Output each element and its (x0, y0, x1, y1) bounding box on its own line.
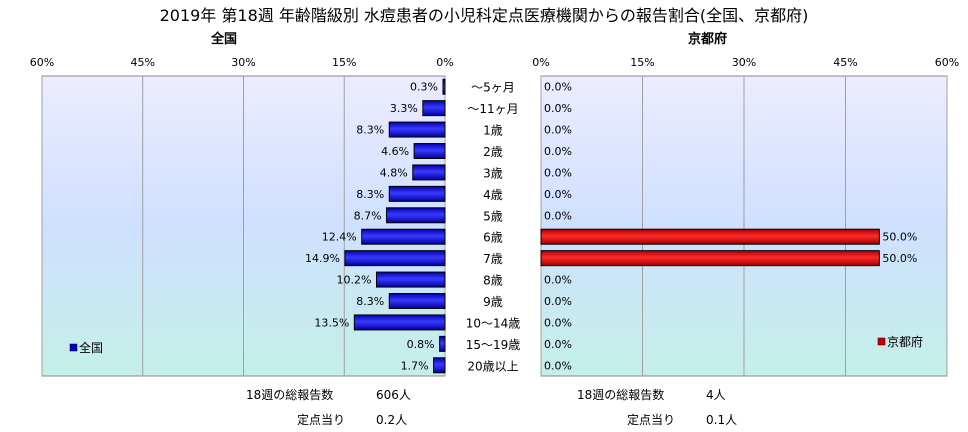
kyoto-data-label: 0.0% (544, 338, 572, 351)
national-data-label: 1.7% (401, 359, 429, 372)
category-label: 9歳 (483, 295, 503, 309)
national-data-label: 4.6% (381, 145, 409, 158)
national-bar (388, 185, 446, 202)
category-label: 20歳以上 (467, 359, 518, 373)
national-tick-label: 30% (231, 56, 255, 69)
kyoto-data-label: 50.0% (882, 231, 917, 244)
national-data-label: 0.8% (407, 338, 435, 351)
category-label: ～11ヶ月 (467, 102, 518, 116)
kyoto-total-value: 4人 (706, 388, 726, 402)
kyoto-data-label: 50.0% (882, 252, 917, 265)
kyoto-tick-label: 30% (732, 56, 756, 69)
national-bar (353, 314, 446, 331)
kyoto-legend-label: 京都府 (887, 334, 923, 349)
kyoto-data-label: 0.0% (544, 359, 572, 372)
kyoto-per-label: 定点当り (627, 413, 676, 427)
national-data-label: 14.9% (305, 252, 340, 265)
kyoto-data-label: 0.0% (544, 295, 572, 308)
kyoto-tick-label: 60% (935, 56, 959, 69)
kyoto-tick-label: 45% (833, 56, 857, 69)
kyoto-legend-swatch (877, 337, 886, 346)
national-bar (433, 357, 446, 374)
national-chart: 60% 45% 30% 15% 0% 0.3% 3.3% 8.3% 4.6% 4.8% 8.3% 8.… (30, 56, 454, 377)
category-label: 8歳 (483, 274, 503, 288)
national-data-label: 4.8% (380, 166, 408, 179)
category-label: 3歳 (483, 166, 503, 180)
national-data-label: 13.5% (314, 316, 349, 329)
kyoto-data-label: 0.0% (544, 102, 572, 115)
kyoto-data-label: 0.0% (544, 145, 572, 158)
national-data-label: 3.3% (390, 102, 418, 115)
kyoto-total-label: 18週の総報告数 (577, 388, 665, 402)
national-per-label: 定点当り (297, 413, 346, 427)
category-label: 1歳 (483, 124, 503, 138)
kyoto-panel-title: 京都府 (688, 32, 728, 47)
kyoto-data-label: 0.0% (544, 124, 572, 137)
national-legend-swatch (69, 343, 78, 352)
national-data-label: 8.3% (356, 295, 384, 308)
category-label: 5歳 (483, 209, 503, 223)
national-data-label: 8.3% (356, 188, 384, 201)
national-data-label: 8.3% (356, 124, 384, 137)
category-label: ～5ヶ月 (471, 81, 515, 95)
national-tick-label: 15% (332, 56, 356, 69)
national-bar (344, 250, 446, 267)
kyoto-chart: 0% 15% 30% 45% 60% 0.0% 0.0% 0.0% 0.0% 0.0% 0.0% 0.… (532, 56, 959, 377)
kyoto-tick-label: 0% (532, 56, 549, 69)
kyoto-tick-label: 15% (630, 56, 654, 69)
category-label: 10～14歳 (466, 316, 521, 330)
kyoto-data-label: 0.0% (544, 188, 572, 201)
category-label: 6歳 (483, 231, 503, 245)
national-bar (439, 335, 446, 352)
kyoto-bar (540, 250, 880, 267)
national-total-label: 18週の総報告数 (246, 388, 334, 402)
category-label: 2歳 (483, 145, 503, 159)
category-labels: ～5ヶ月 ～11ヶ月 1歳 2歳 3歳 4歳 5歳 6歳 7歳 8歳 9歳 10～14歳 15～19歳 2… (466, 81, 521, 374)
kyoto-data-label: 0.0% (544, 316, 572, 329)
national-tick-label: 0% (436, 56, 453, 69)
national-per-value: 0.2人 (376, 413, 408, 427)
category-label: 15～19歳 (466, 338, 521, 352)
category-label: 7歳 (483, 252, 503, 266)
kyoto-data-label: 0.0% (544, 274, 572, 287)
national-data-label: 10.2% (337, 274, 372, 287)
kyoto-bar (540, 228, 880, 245)
national-bar (412, 164, 446, 181)
national-data-label: 8.7% (354, 209, 382, 222)
national-data-label: 12.4% (322, 231, 357, 244)
chart-title: 2019年 第18週 年齢階級別 水痘患者の小児科定点医療機関からの報告割合(全… (159, 6, 809, 25)
kyoto-data-label: 0.0% (544, 166, 572, 179)
national-total-value: 606人 (376, 388, 411, 402)
national-tick-label: 60% (30, 56, 54, 69)
national-bar (388, 293, 446, 309)
national-bar (442, 78, 446, 95)
kyoto-data-label: 0.0% (544, 81, 572, 94)
national-bar (413, 143, 446, 159)
national-panel-title: 全国 (211, 32, 238, 47)
national-bar (386, 207, 446, 224)
national-bar (361, 228, 446, 245)
national-legend-label: 全国 (79, 340, 103, 355)
national-bar (388, 121, 446, 138)
national-tick-label: 45% (131, 56, 155, 69)
national-bar (375, 271, 446, 288)
kyoto-data-label: 0.0% (544, 209, 572, 222)
national-data-label: 0.3% (410, 81, 438, 94)
national-bar (422, 100, 446, 117)
category-label: 4歳 (483, 188, 503, 202)
kyoto-per-value: 0.1人 (706, 413, 738, 427)
